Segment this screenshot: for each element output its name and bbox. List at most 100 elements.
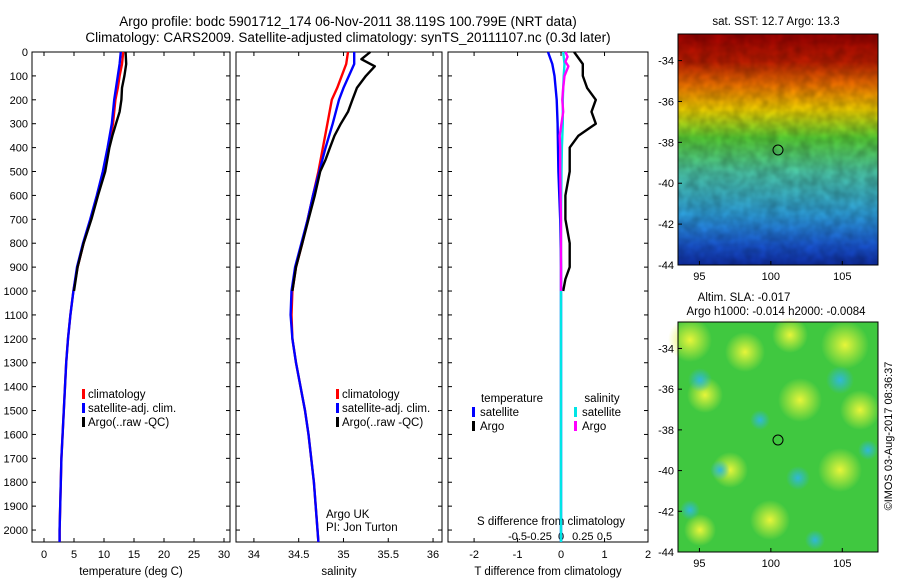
sla-low-feature [826, 366, 854, 394]
difference-xtick-label: -1 [513, 549, 523, 561]
map-ytick-label: -40 [658, 466, 674, 478]
depth-tick-label: 1800 [4, 477, 28, 489]
temperature-legend-label: satellite-adj. clim. [88, 403, 176, 415]
temperature-xlabel: temperature (deg C) [79, 566, 183, 578]
sla-low-feature [858, 440, 878, 460]
difference-series-3 [558, 51, 570, 291]
difference-legend-swatch [574, 407, 577, 417]
salinity-xtick-label: 36 [427, 549, 439, 561]
difference-legend-label: Argo [480, 421, 504, 433]
depth-tick-label: 1100 [4, 310, 28, 322]
map-xtick-label: 95 [693, 271, 705, 283]
salinity-legend-label: Argo(..raw -QC) [342, 417, 423, 429]
map-xtick-label: 100 [762, 558, 780, 570]
legend-temperature-title: temperature [481, 393, 543, 405]
sla-heatmap-features [668, 317, 880, 550]
depth-tick-label: 1700 [4, 453, 28, 465]
difference-legend-label: satellite [480, 407, 519, 419]
sst-map-panel: sat. SST: 12.7 Argo: 13.3 95 100 105 -34 -36… [658, 16, 879, 283]
salinity-xlabel: salinity [321, 566, 356, 578]
difference-series-2 [559, 51, 566, 542]
depth-tick-label: 900 [10, 262, 28, 274]
difference-top-xlabel: S difference from climatology [477, 516, 625, 528]
sla-low-feature [680, 500, 700, 520]
depth-tick-label: 2000 [4, 525, 28, 537]
map-xtick-label: 105 [833, 558, 851, 570]
temperature-legend-label: Argo(..raw -QC) [88, 417, 169, 429]
depth-tick-label: 400 [10, 143, 28, 155]
salinity-legend-swatch [336, 389, 339, 399]
temperature-series-2 [72, 51, 128, 292]
sla-low-feature [710, 460, 730, 480]
sla-high-feature [772, 317, 808, 353]
temperature-xtick-label: 30 [218, 549, 230, 561]
map-ytick-label: -38 [658, 425, 674, 437]
salinity-series-1 [289, 52, 356, 543]
difference-legend-label: Argo [582, 421, 606, 433]
sla-low-feature [805, 530, 825, 550]
map-ytick-label: -38 [658, 137, 674, 149]
sla-map-title-1: Altim. SLA: -0.017 [698, 292, 791, 304]
map-xtick-label: 105 [833, 271, 851, 283]
temperature-legend-swatch [82, 417, 85, 427]
sla-high-feature [840, 390, 880, 430]
legend-salinity-title: salinity [584, 393, 619, 405]
sla-high-feature [821, 321, 869, 369]
difference-axes-frame [447, 51, 649, 543]
difference-xtick-label: 1 [601, 549, 607, 561]
depth-tick-label: 700 [10, 214, 28, 226]
salinity-series-2 [291, 51, 376, 292]
sst-heatmap-texture [678, 34, 878, 265]
depth-tick-label: 0 [22, 47, 28, 59]
temperature-series-1 [58, 51, 122, 542]
difference-xtick-label: 2 [645, 549, 651, 561]
map-ytick-label: -36 [658, 96, 674, 108]
map-ytick-label: -42 [658, 219, 674, 231]
map-ytick-label: -44 [658, 547, 674, 559]
map-ytick-label: -34 [658, 56, 674, 68]
map-ytick-label: -44 [658, 260, 674, 272]
difference-series-0 [546, 51, 563, 542]
sla-high-feature [668, 318, 712, 362]
map-ytick-label: -34 [658, 343, 674, 355]
difference-xtick-label: -2 [469, 549, 479, 561]
temperature-axes-frame [31, 51, 231, 543]
depth-tick-label: 1900 [4, 501, 28, 513]
temperature-xtick-label: 0 [41, 549, 47, 561]
depth-tick-label: 100 [10, 71, 28, 83]
sst-profile-location-marker [772, 144, 784, 156]
depth-tick-label: 1300 [4, 358, 28, 370]
difference-series-1 [562, 51, 597, 292]
temperature-panel: 0100200300400500600700800900100011001200… [4, 47, 231, 578]
depth-tick-label: 1400 [4, 382, 28, 394]
salinity-legend-swatch [336, 417, 339, 427]
salinity-legend-label: satellite-adj. clim. [342, 403, 430, 415]
depth-tick-label: 600 [10, 190, 28, 202]
salinity-legend-label: climatology [342, 389, 400, 401]
salinity-legend-swatch [336, 403, 339, 413]
sla-map-ticks: 95 100 105 -34 -36 -38 -40 -42 -44 [658, 343, 851, 570]
temperature-xtick-label: 20 [158, 549, 170, 561]
difference-panel: -2 -1 0 1 2 T difference from climatology S di… [447, 51, 651, 578]
salinity-axes-frame [235, 51, 443, 543]
salinity-xtick-label: 34 [248, 549, 260, 561]
sla-high-feature [750, 500, 790, 540]
sla-low-feature [750, 410, 770, 430]
depth-tick-label: 1500 [4, 406, 28, 418]
difference-legend-swatch [472, 421, 475, 431]
sla-map-title-2: Argo h1000: -0.014 h2000: -0.0084 [686, 306, 866, 318]
imos-watermark: ©IMOS 03-Aug-2017 08:36:37 [883, 362, 895, 511]
sla-high-feature [778, 378, 822, 422]
map-ytick-label: -40 [658, 178, 674, 190]
sla-high-feature [684, 514, 716, 546]
map-ytick-label: -42 [658, 506, 674, 518]
temperature-xtick-label: 25 [188, 549, 200, 561]
salinity-annotation: PI: Jon Turton [326, 522, 398, 534]
depth-tick-label: 1600 [4, 429, 28, 441]
sst-map-frame [677, 33, 879, 266]
depth-tick-label: 500 [10, 167, 28, 179]
sla-low-feature [786, 466, 810, 490]
sla-low-feature [688, 368, 712, 392]
salinity-panel: 34 34.5 35 35.5 36 salinity climatology satelli… [235, 51, 443, 578]
